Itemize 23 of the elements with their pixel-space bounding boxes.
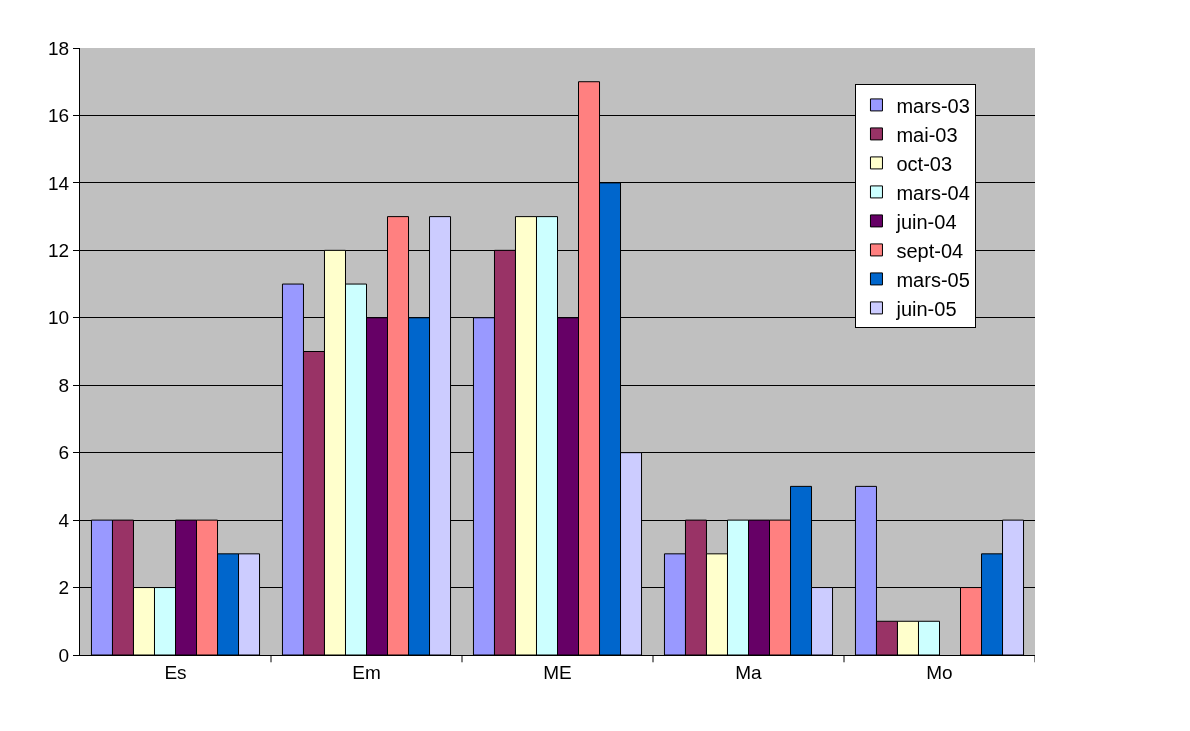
y-tick-label: 8 (58, 374, 70, 396)
legend-label: mai-03 (896, 123, 958, 146)
y-tick-label: 0 (58, 644, 70, 666)
x-tick-label: Es (164, 661, 187, 683)
y-tick-label: 4 (58, 509, 70, 531)
y-tick-label: 16 (48, 105, 70, 127)
y-tick-label: 6 (58, 442, 70, 464)
y-tick-label: 14 (48, 172, 70, 194)
x-tick-label: Ma (735, 661, 763, 683)
legend-label: mars-04 (896, 181, 970, 204)
legend-label: sept-04 (896, 239, 964, 262)
y-tick-label: 2 (58, 577, 70, 599)
y-tick-label: 18 (48, 37, 70, 59)
x-tick-label: ME (543, 661, 572, 683)
legend-label: mars-03 (896, 94, 970, 117)
x-tick-label: Mo (926, 661, 953, 683)
x-tick-label: Em (352, 661, 381, 683)
y-tick-label: 12 (48, 239, 70, 261)
legend-label: oct-03 (896, 152, 953, 175)
legend-label: mars-05 (896, 268, 970, 291)
legend-label: juin-05 (895, 297, 957, 320)
legend-label: juin-04 (895, 210, 957, 233)
y-tick-label: 10 (48, 307, 70, 329)
